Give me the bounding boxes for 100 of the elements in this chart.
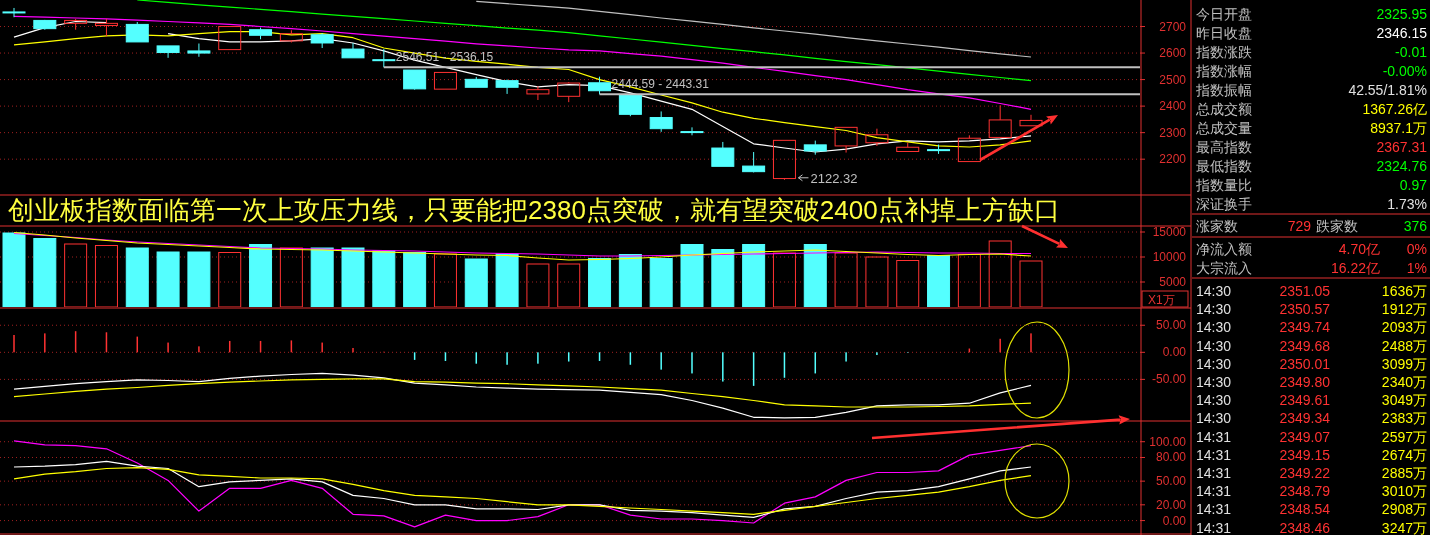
text: 2350.01 [1279,355,1330,372]
text: 总成交量 [1196,120,1252,136]
line-series [13,467,1032,515]
bar [896,260,920,307]
text: -0.00% [1382,63,1427,79]
text: 深证换手 [1196,196,1252,212]
text: 2348.79 [1279,483,1330,500]
text: 总成交额 [1196,101,1252,117]
text: 指数涨幅 [1196,63,1252,79]
bar [2,232,26,307]
ref-line-label: 2444.59 - 2443.31 [611,77,710,92]
text: 2597万 [1381,428,1427,445]
y-tick-label: 15000 [1152,225,1187,239]
text: 指数涨跌 [1196,44,1252,60]
text: 2383万 [1381,410,1427,427]
text: 2346.15 [1376,25,1427,41]
text: 0.97 [1399,177,1427,193]
bar [988,240,1012,307]
y-tick-label: 50.00 [1155,474,1187,489]
text: 2349.68 [1279,337,1330,354]
text: 今日开盘 [1196,6,1252,22]
y-tick-label: -50.00 [1151,372,1187,387]
text: 2349.22 [1279,465,1330,481]
text: 3010万 [1381,483,1427,500]
text: 0% [1406,241,1427,257]
line-series [13,15,1032,110]
text: 14:30 [1196,319,1232,336]
text: 最低指数 [1196,158,1252,174]
text: 8937.1万 [1370,120,1427,136]
text: 1% [1406,260,1427,276]
y-tick-label: 0.00 [1162,513,1187,528]
bar [464,258,488,307]
y-tick-label: 2300 [1159,125,1187,140]
bar [834,252,858,307]
annotation: 2122.32 [810,170,858,186]
text: 昨日收盘 [1196,25,1252,41]
text: 14:31 [1196,428,1232,445]
bar [588,258,612,307]
bar [372,250,396,307]
text: 14:31 [1196,465,1232,481]
text: 376 [1403,218,1427,234]
y-tick-label: 5000 [1159,275,1187,289]
text: X1万 [1148,293,1175,307]
text: 2349.74 [1279,319,1330,336]
bar [249,244,273,307]
text: 指数量比 [1196,177,1252,193]
text: 3099万 [1381,355,1427,372]
bar [33,238,57,307]
bar [1019,260,1043,307]
text: 2093万 [1381,319,1427,336]
text: 14:30 [1196,392,1232,409]
text: 16.22亿 [1330,260,1380,276]
text: 2488万 [1381,337,1427,354]
y-tick-label: 2700 [1159,19,1187,34]
line-series [13,372,1032,419]
text: 14:31 [1196,446,1232,463]
text: 2908万 [1381,501,1427,518]
text: 2674万 [1381,446,1427,463]
text: 3247万 [1381,519,1427,535]
text: 净流入额 [1196,241,1252,257]
text: 2348.54 [1279,501,1330,518]
bar [772,252,796,307]
text: 2348.46 [1279,519,1330,535]
text: 14:30 [1196,283,1232,299]
text: 14:30 [1196,410,1232,427]
bar [341,247,365,307]
bar [526,263,550,307]
bar [865,256,889,307]
text: 14:30 [1196,301,1232,318]
y-tick-label: 20.00 [1155,497,1187,512]
y-tick-label: 2400 [1159,99,1187,114]
bar [187,251,211,307]
text: 创业板指数面临第一次上攻压力线，只要能把2380点突破，就有望突破2400点补掉上方缺口 [8,195,1060,225]
text: 大宗流入 [1196,260,1252,276]
bar [557,263,581,307]
y-tick-label: 80.00 [1155,450,1187,465]
bar [680,244,704,307]
bar [156,251,180,307]
line-series [13,440,1032,528]
y-tick-label: 2600 [1159,46,1187,61]
bar [403,252,427,307]
text: 14:31 [1196,501,1232,518]
y-tick-label: 2500 [1159,72,1187,87]
text: 2885万 [1381,465,1427,481]
line-series [13,460,1032,518]
text: 2325.95 [1376,6,1427,22]
text: 14:31 [1196,483,1232,500]
text: 2350.57 [1279,301,1330,318]
text: 2324.76 [1376,158,1427,174]
text: 跌家数 [1316,218,1358,234]
bar [927,255,951,307]
bar [433,253,457,307]
text: 3049万 [1381,392,1427,409]
bar [711,249,735,307]
bar [618,254,642,307]
text: 1367.26亿 [1362,101,1427,117]
text: 14:30 [1196,355,1232,372]
text: 2340万 [1381,374,1427,390]
bar [803,244,827,307]
text: -0.01 [1395,44,1427,60]
